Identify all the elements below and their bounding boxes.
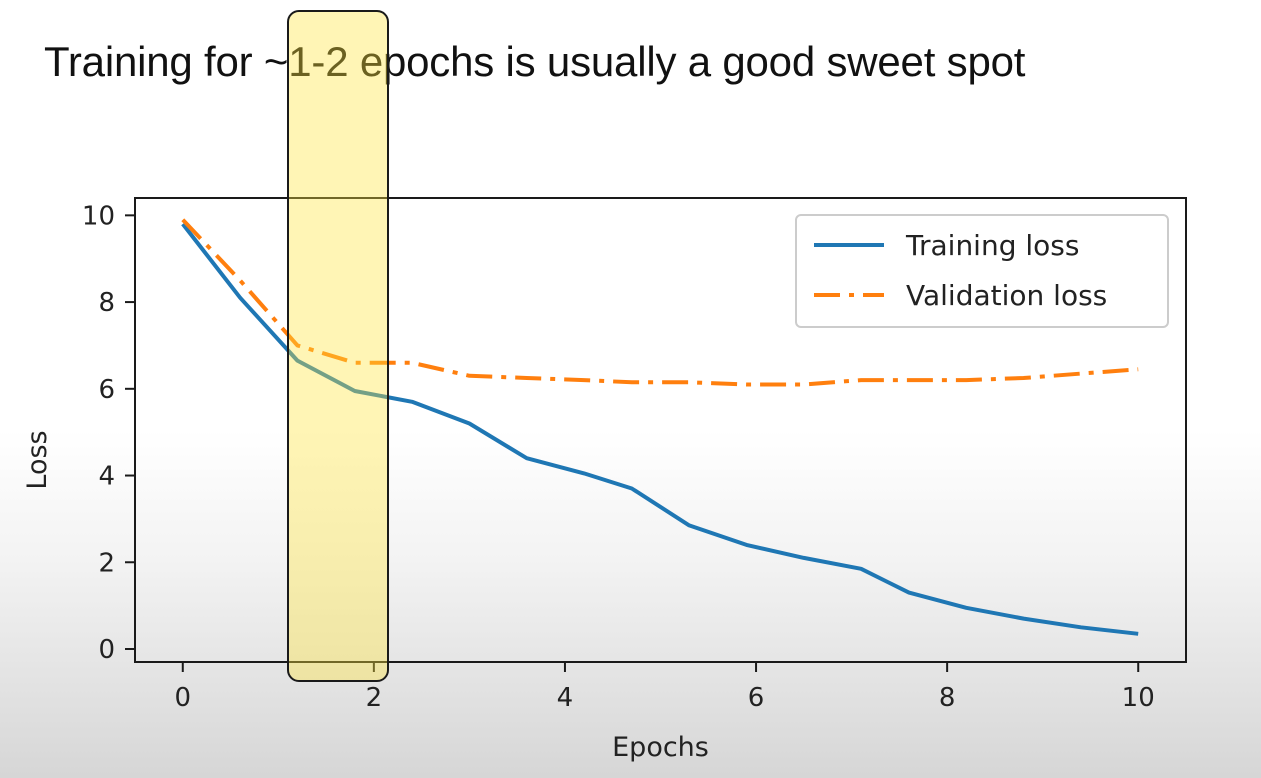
- x-axis-label: Epochs: [612, 732, 709, 763]
- y-axis-label: Loss: [22, 430, 53, 489]
- series-layer: [181, 218, 1139, 636]
- y-tick-label: 2: [98, 548, 115, 578]
- y-tick-label: 0: [98, 635, 115, 665]
- y-tick-label: 10: [82, 201, 115, 231]
- epoch-highlight-box: [287, 10, 389, 682]
- x-tick-label: 0: [174, 683, 191, 713]
- validation-loss-line: [181, 218, 1139, 387]
- y-tick-label: 8: [98, 288, 115, 318]
- x-axis-ticks: 0 2 4 6 8 10: [174, 662, 1155, 713]
- slide-title: Training for ~1-2 epochs is usually a go…: [44, 38, 1026, 85]
- x-tick-label: 2: [366, 683, 383, 713]
- y-tick-label: 4: [98, 462, 115, 492]
- legend: Training loss Validation loss: [795, 214, 1169, 328]
- x-tick-label: 6: [748, 683, 765, 713]
- y-tick-label: 6: [98, 375, 115, 405]
- training-loss-line: [181, 222, 1139, 636]
- x-tick-label: 4: [557, 683, 574, 713]
- y-axis-ticks: 0 2 4 6 8 10: [82, 201, 135, 665]
- plot-border: [134, 197, 1187, 663]
- legend-label-training: Training loss: [905, 229, 1079, 262]
- legend-box: [795, 214, 1169, 328]
- plot-frame: [134, 197, 1187, 663]
- x-tick-label: 8: [939, 683, 956, 713]
- x-tick-label: 10: [1122, 683, 1155, 713]
- legend-label-validation: Validation loss: [906, 279, 1107, 312]
